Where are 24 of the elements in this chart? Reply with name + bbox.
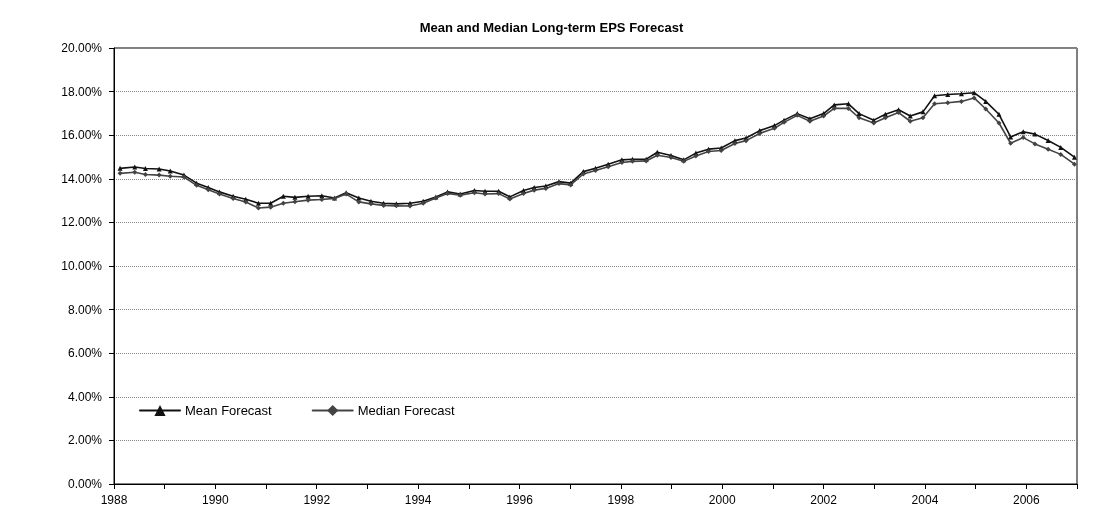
y-tick-label: 10.00% (61, 259, 103, 273)
y-tick-label: 20.00% (61, 41, 103, 55)
x-tick-label: 2000 (708, 493, 736, 507)
x-tick-label: 1988 (100, 493, 128, 507)
chart-title: Mean and Median Long-term EPS Forecast (419, 20, 684, 35)
y-tick-label: 18.00% (61, 84, 103, 99)
y-tick-label: 12.00% (61, 215, 103, 230)
x-tick-label: 1992 (303, 493, 331, 507)
x-tick-label: 2006 (1012, 493, 1040, 507)
y-tick-label: 8.00% (67, 302, 103, 317)
legend-label: Mean Forecast (185, 403, 273, 418)
x-tick-label: 1994 (404, 493, 432, 507)
x-tick-label: 1998 (607, 493, 635, 507)
x-tick-label: 2004 (911, 493, 939, 507)
x-tick-label: 2002 (810, 493, 838, 507)
y-tick-label: 4.00% (67, 389, 103, 404)
y-tick-label: 14.00% (61, 171, 103, 186)
legend-label: Median Forecast (357, 403, 455, 418)
y-tick-label: 0.00% (67, 477, 103, 491)
y-tick-label: 2.00% (67, 433, 103, 448)
x-tick-label: 1996 (506, 493, 534, 507)
y-tick-label: 16.00% (61, 128, 103, 143)
y-tick-label: 6.00% (67, 346, 103, 361)
x-tick-label: 1990 (202, 493, 230, 507)
